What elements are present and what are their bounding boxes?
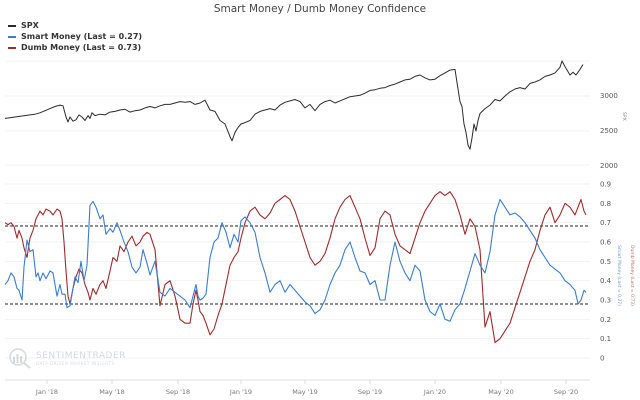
- xtick-label: Jan '18: [35, 388, 58, 396]
- xtick-label: Sep '19: [358, 388, 382, 396]
- xtick-label: May '19: [292, 388, 318, 396]
- legend-label-dumb-money: Dumb Money (Last = 0.73): [21, 43, 142, 52]
- top-ytick: 3000: [600, 92, 618, 100]
- legend-label-spx: SPX: [21, 21, 39, 30]
- bottom-ytick: 0.6: [600, 239, 612, 247]
- bottom-ytick: 0.5: [600, 258, 611, 266]
- sentimentrader-watermark: SENTIMENTRADER DATA-DRIVEN MARKET INSIGH…: [8, 347, 126, 369]
- chart-legend: SPX Smart Money (Last = 0.27) Dumb Money…: [8, 20, 142, 53]
- x-axis: Jan '18 May '18 Sep '18 Jan '19 May '19 Sep '…: [35, 380, 578, 396]
- spx-series-line: [4, 60, 584, 150]
- legend-swatch-dumb-money: [8, 46, 16, 49]
- legend-label-smart-money: Smart Money (Last = 0.27): [21, 32, 143, 41]
- chart-title: Smart Money / Dumb Money Confidence: [213, 3, 427, 15]
- bottom-y-axis: 0.9 0.8 0.7 0.6 0.5 0.4 0.3 0.2 0.1 0: [600, 181, 612, 363]
- bottom-ytick: 0.1: [600, 335, 611, 343]
- bottom-grid: [5, 183, 590, 359]
- bottom-ytick: 0.7: [600, 219, 611, 227]
- bottom-ytick: 0.4: [600, 277, 612, 285]
- top-grid: [5, 60, 590, 166]
- smart-money-series-line: [4, 198, 587, 322]
- bottom-side-title-dumb: Dumb Money (Last = 0.73): [629, 245, 635, 306]
- xtick-label: Jan '20: [423, 388, 446, 396]
- bottom-ytick: 0.2: [600, 316, 611, 324]
- bottom-ytick: 0.3: [600, 297, 611, 305]
- legend-item-spx[interactable]: SPX: [8, 20, 142, 31]
- legend-swatch-smart-money: [8, 35, 16, 38]
- top-ytick: 2500: [600, 127, 618, 135]
- xtick-label: Sep '20: [554, 388, 578, 396]
- bottom-ytick: 0.9: [600, 181, 611, 189]
- xtick-label: May '20: [488, 388, 514, 396]
- bottom-side-title-smart: Smart Money (Last = 0.27): [616, 245, 622, 306]
- top-ytick: 2000: [600, 162, 618, 170]
- dumb-money-series-line: [4, 191, 587, 344]
- watermark-logo-icon: [9, 348, 31, 369]
- xtick-label: May '18: [99, 388, 125, 396]
- xtick-label: Jan '19: [229, 388, 252, 396]
- top-y-title: SPX: [621, 112, 627, 121]
- watermark-tagline: DATA-DRIVEN MARKET INSIGHTS: [36, 360, 115, 366]
- bottom-ytick: 0: [600, 355, 604, 363]
- legend-swatch-spx: [8, 24, 16, 27]
- watermark-brand: SENTIMENTRADER: [36, 350, 126, 361]
- xtick-label: Sep '18: [166, 388, 190, 396]
- legend-item-smart-money[interactable]: Smart Money (Last = 0.27): [8, 31, 142, 42]
- legend-item-dumb-money[interactable]: Dumb Money (Last = 0.73): [8, 42, 142, 53]
- top-y-axis: 3000 2500 2000 SPX: [600, 92, 627, 170]
- bottom-ytick: 0.8: [600, 200, 611, 208]
